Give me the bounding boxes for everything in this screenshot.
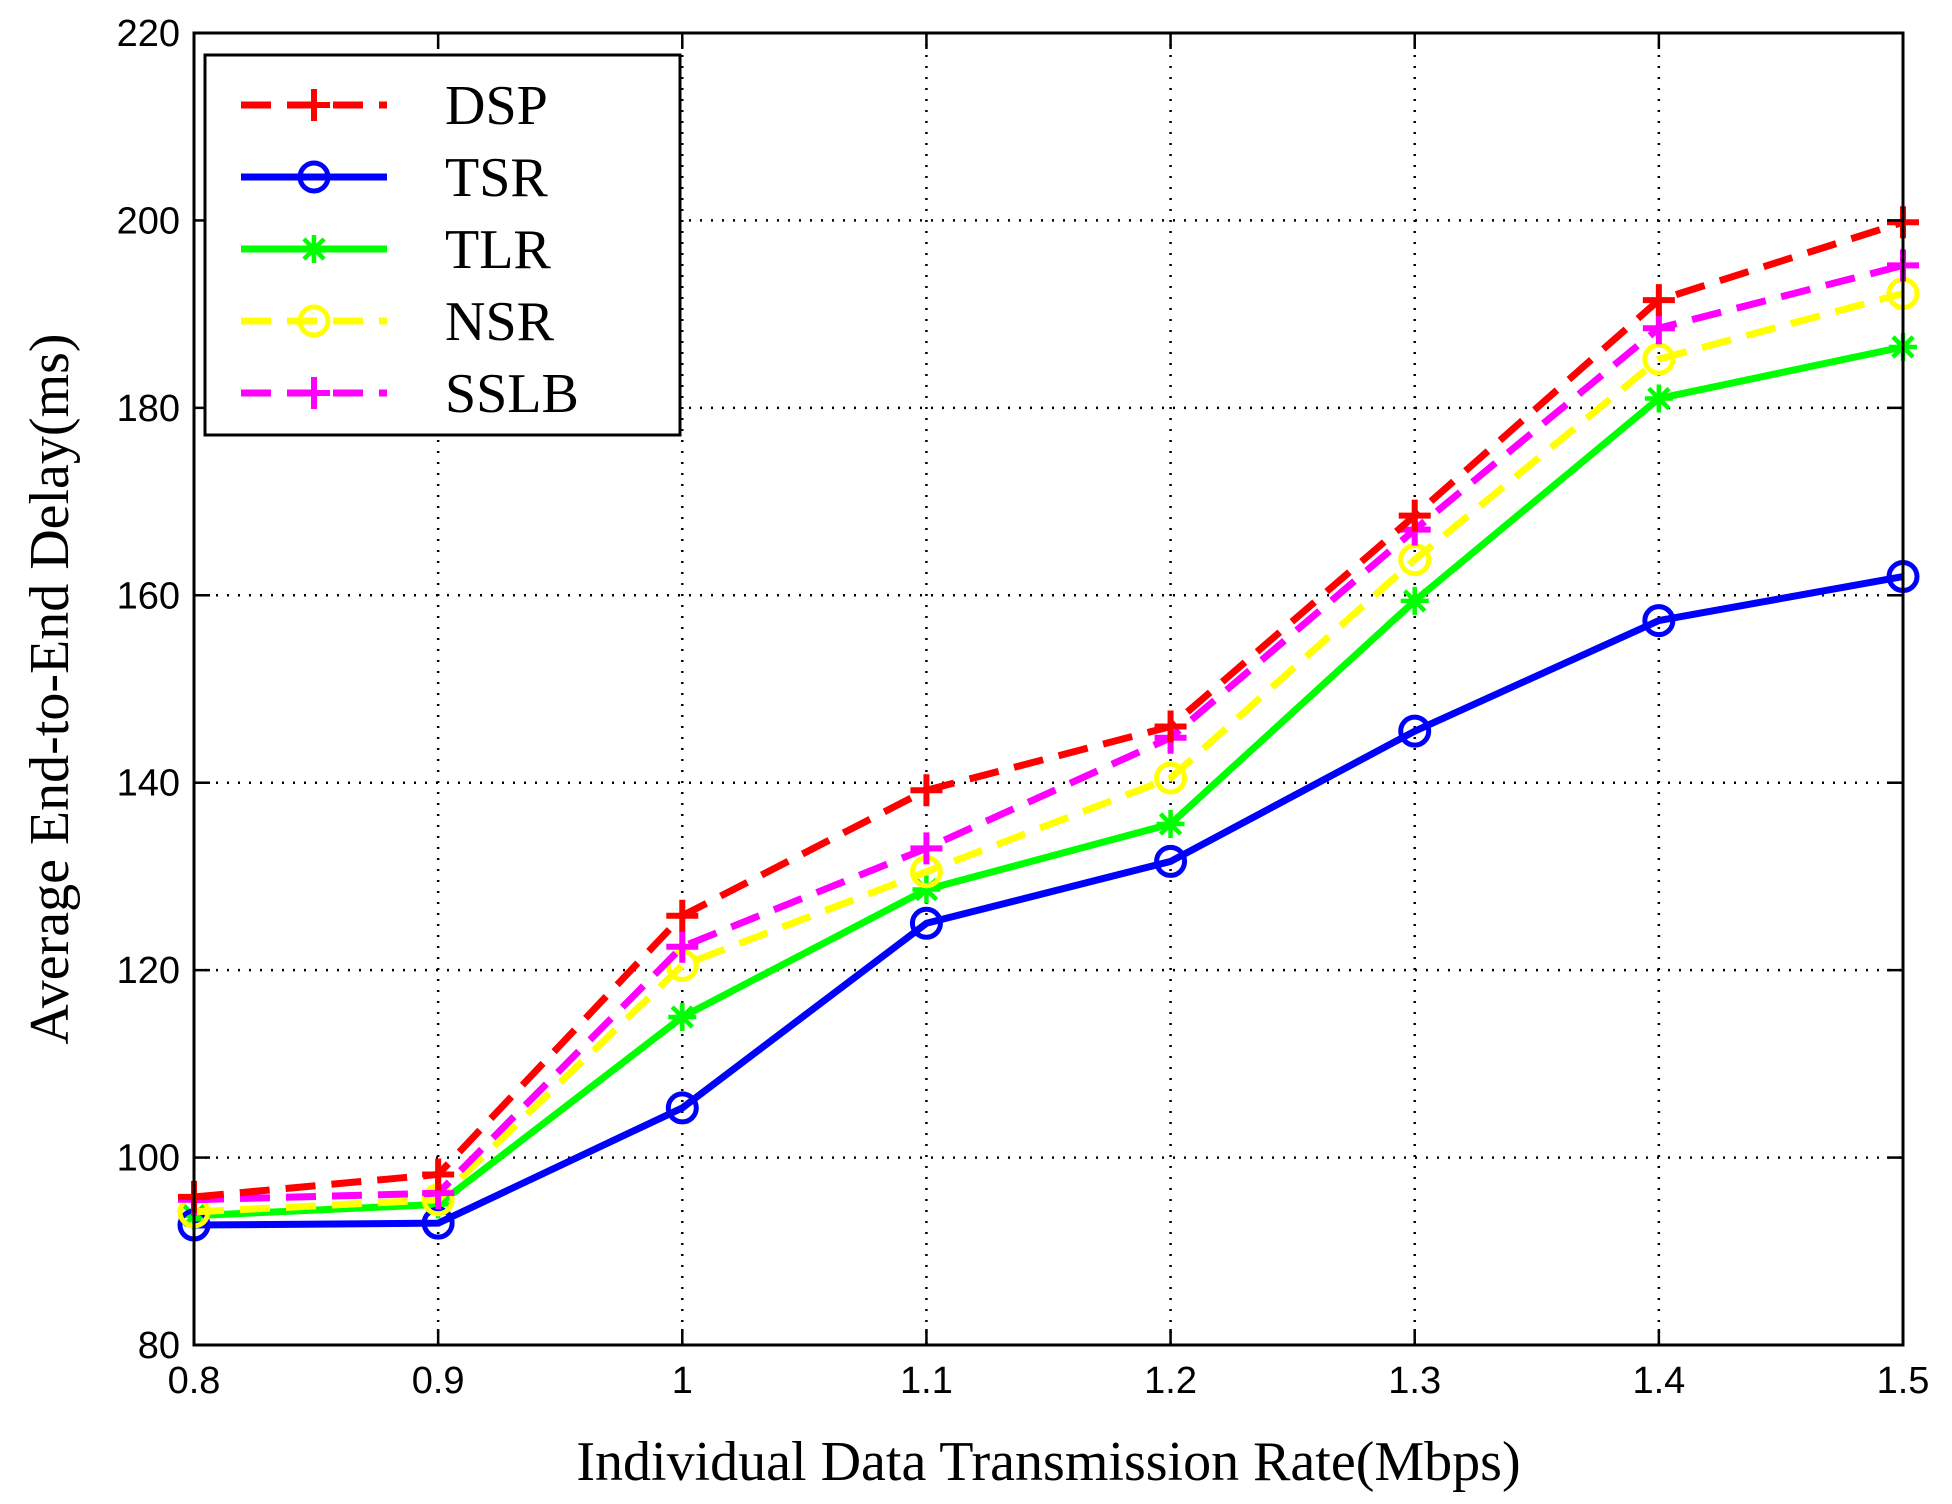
- legend-item-tlr: TLR: [241, 219, 551, 281]
- data-point-sslb: [1642, 312, 1675, 345]
- axis-ticks: [192, 31, 1905, 1347]
- legend-marker-tsr: [297, 160, 331, 194]
- x-tick-label: 0.8: [168, 1360, 221, 1402]
- legend-marker-tlr: [300, 235, 328, 263]
- data-point-dsp: [422, 1158, 455, 1191]
- data-point-dsp: [1154, 710, 1187, 743]
- legend-label-dsp: DSP: [445, 75, 548, 137]
- series-line-tsr: [193, 573, 1904, 1229]
- legend-item-dsp: DSP: [241, 75, 548, 137]
- data-point-nsr: [1642, 342, 1676, 376]
- data-point-dsp: [910, 774, 943, 807]
- data-point-tlr: [1644, 384, 1673, 413]
- legend-item-sslb: SSLB: [241, 363, 579, 425]
- data-point-tlr: [668, 1003, 697, 1031]
- data-point-dsp: [666, 899, 699, 932]
- y-tick-label: 120: [117, 950, 180, 992]
- data-point-tlr: [1400, 586, 1429, 615]
- series-line-dsp: [193, 218, 1905, 1201]
- series-line-nsr: [193, 290, 1904, 1216]
- series-layer: [177, 206, 1920, 1242]
- x-tick-label: 1.5: [1877, 1360, 1930, 1402]
- x-tick-label: 0.9: [412, 1360, 465, 1402]
- x-axis-label: Individual Data Transmission Rate(Mbps): [576, 1431, 1520, 1493]
- series-line-tlr: [193, 343, 1904, 1220]
- y-tick-label: 220: [117, 13, 180, 55]
- legend-item-tsr: TSR: [241, 147, 548, 209]
- data-point-sslb: [910, 832, 943, 865]
- data-point-tlr: [912, 875, 941, 904]
- legend-label-nsr: NSR: [445, 291, 555, 353]
- legend-marker-nsr: [297, 304, 331, 338]
- x-tick-label: 1.1: [900, 1360, 953, 1402]
- legend-label-tlr: TLR: [445, 219, 551, 281]
- tick-labels: 0.8 0.9 1 1.1 1.2 1.3 1.4 1.5 80 100 120 140 160 180 2…: [117, 13, 1930, 1402]
- y-tick-label: 180: [117, 388, 180, 430]
- x-tick-label: 1.2: [1144, 1360, 1197, 1402]
- data-point-tsr: [1642, 604, 1676, 638]
- y-tick-label: 160: [117, 575, 180, 617]
- y-axis-label: Average End-to-End Delay(ms): [19, 333, 81, 1044]
- data-point-dsp: [1642, 284, 1675, 317]
- data-point-nsr: [1154, 761, 1188, 795]
- series-dsp: [178, 206, 1919, 1213]
- legend-box: [203, 53, 682, 437]
- data-point-tsr: [909, 906, 943, 940]
- y-tick-label: 100: [117, 1138, 180, 1180]
- x-tick-label: 1.3: [1388, 1360, 1441, 1402]
- y-tick-label: 200: [117, 200, 180, 242]
- data-point-dsp: [1398, 499, 1431, 532]
- legend-marker-sslb: [298, 377, 330, 409]
- x-tick-label: 1.4: [1632, 1360, 1685, 1402]
- data-point-tsr: [665, 1091, 699, 1125]
- y-tick-label: 80: [138, 1325, 180, 1367]
- x-tick-label: 1: [672, 1360, 693, 1402]
- legend-label-tsr: TSR: [445, 147, 548, 209]
- legend-item-nsr: NSR: [241, 291, 555, 353]
- plot-frame: [192, 31, 1905, 1347]
- series-line-sslb: [193, 262, 1904, 1204]
- data-point-tsr: [1398, 714, 1432, 748]
- legend-label-sslb: SSLB: [445, 363, 579, 425]
- data-point-sslb: [666, 930, 699, 963]
- legend: DSP TSR TLR NSR SSLB: [203, 53, 682, 437]
- data-point-tlr: [1156, 809, 1185, 838]
- y-tick-label: 140: [117, 763, 180, 805]
- legend-marker-dsp: [298, 89, 330, 121]
- data-point-tsr: [1154, 844, 1188, 878]
